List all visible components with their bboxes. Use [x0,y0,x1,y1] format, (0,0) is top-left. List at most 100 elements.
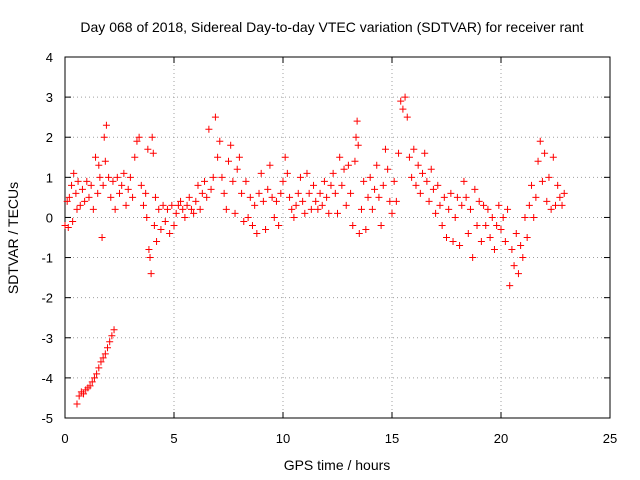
x-tick-label: 5 [170,431,177,446]
data-point [445,205,453,213]
data-point [552,201,559,209]
data-point [106,338,114,346]
data-point [194,181,202,189]
data-point [253,229,261,237]
data-point [214,153,222,161]
data-point [354,141,362,149]
data-point [248,221,256,229]
data-point [93,370,101,378]
data-point [264,185,272,193]
data-point [416,189,424,197]
data-point [109,177,117,185]
data-point [108,332,116,340]
data-point [403,113,411,121]
data-point [122,201,130,209]
data-point [133,137,141,145]
data-point [497,225,505,233]
data-point [538,177,546,185]
data-point [397,97,405,105]
data-point [334,209,341,217]
data-point [65,193,73,201]
data-point [299,197,307,205]
data-point [70,169,78,177]
data-point [517,242,525,250]
data-point [97,358,105,366]
y-tick-label: -2 [41,291,53,306]
axis-ticks [64,56,611,419]
y-tick-label: -1 [41,251,53,266]
data-point [506,282,514,290]
data-point [425,197,433,205]
data-point [99,181,107,189]
data-point [436,201,444,209]
data-point [111,205,119,213]
data-point [423,177,431,185]
data-point [80,390,88,398]
data-point [240,217,248,225]
data-point [490,246,498,254]
data-point [161,217,169,225]
data-point [87,181,95,189]
data-point [187,205,195,213]
data-point [414,161,422,169]
plot-frame [64,56,611,419]
data-point [449,238,457,246]
data-point [530,213,538,221]
data-point [183,201,191,209]
data-point [151,193,159,201]
data-point [381,145,389,153]
data-point [482,221,490,229]
data-point [373,161,381,169]
data-point [412,181,420,189]
data-point [262,225,270,233]
data-point [78,185,86,193]
data-point [362,225,370,233]
y-tick-label: 4 [46,50,53,65]
x-tick-label: 25 [603,431,617,446]
data-point [486,234,494,241]
data-point [375,193,383,201]
data-point [95,364,103,372]
data-point [460,177,468,185]
data-point [166,229,174,237]
x-tick-label: 15 [385,431,399,446]
x-tick-label: 20 [494,431,508,446]
data-point [150,221,158,229]
data-point [473,221,481,229]
data-point [292,201,300,209]
grid [65,57,610,418]
data-point [85,193,93,201]
data-point [275,221,283,229]
data-point [205,125,213,133]
y-tick-label: 3 [46,90,53,105]
data-point [534,157,542,165]
data-point [86,382,94,390]
data-point [102,121,110,129]
data-point [96,173,104,181]
data-point [185,193,193,201]
data-point [510,262,518,270]
data-point [170,221,178,229]
data-point [514,270,522,278]
data-point [99,354,107,362]
data-point [124,185,132,193]
data-point [238,189,246,197]
data-point [408,173,416,181]
data-point [349,221,357,229]
data-point [419,169,427,177]
data-point [225,157,232,165]
data-point [469,254,477,262]
data-point [377,221,385,229]
data-point [126,173,134,181]
data-point [554,181,562,189]
chart-title: Day 068 of 2018, Sidereal Day-to-day VTE… [80,19,583,35]
data-point [290,213,298,221]
data-point [532,193,540,201]
data-point [384,165,392,173]
data-point [438,221,446,229]
data-point [90,374,98,382]
data-point [303,169,311,177]
data-point [179,205,187,213]
data-point [135,133,143,141]
